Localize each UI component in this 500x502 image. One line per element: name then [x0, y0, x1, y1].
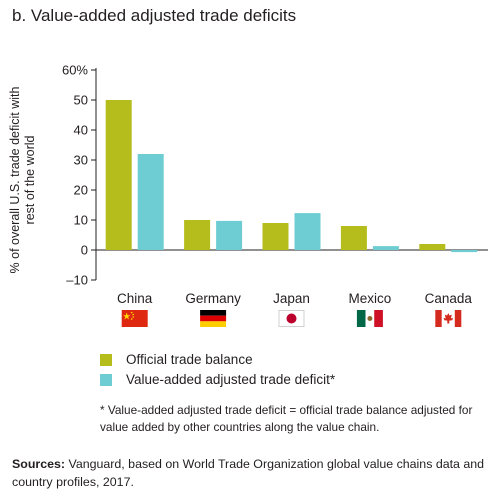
bar-mexico-official	[340, 226, 367, 250]
y-tick-label: 0	[81, 243, 88, 258]
y-tick-label: –10	[66, 273, 88, 288]
y-tick-label: 40	[74, 123, 88, 138]
legend-label-value-added: Value-added adjusted trade deficit*	[126, 372, 336, 387]
sources-text: Vanguard, based on World Trade Organizat…	[12, 457, 485, 489]
footnote: * Value-added adjusted trade deficit = o…	[100, 403, 473, 434]
legend-swatch-official	[100, 354, 112, 366]
x-tick-label: Mexico	[349, 291, 392, 306]
x-tick-label: Canada	[425, 291, 473, 306]
sources-label: Sources:	[12, 457, 66, 471]
y-tick-label: 50	[74, 93, 88, 108]
china-flag-icon	[121, 310, 148, 327]
bar-chart: –10 0 10 20 30 40 50 60% China Germany Japan Mexico…	[62, 63, 488, 327]
y-tick-label: 20	[74, 183, 88, 198]
bar-china-value-added	[137, 154, 164, 250]
bar-japan-value-added	[294, 213, 321, 250]
bar-japan-official	[262, 223, 289, 250]
sources: Sources: Vanguard, based on World Trade …	[12, 455, 492, 491]
bar-canada-official	[419, 244, 446, 250]
y-tick-label: 10	[74, 213, 88, 228]
bar-china-official	[105, 100, 132, 250]
y-tick-label: 60%	[62, 63, 88, 78]
bar-mexico-value-added	[372, 246, 399, 250]
germany-flag-icon	[200, 310, 227, 327]
x-tick-label: Japan	[273, 291, 310, 306]
japan-flag-icon	[278, 310, 305, 327]
y-tick-label: 30	[74, 153, 88, 168]
x-tick-label: Germany	[185, 291, 241, 306]
x-tick-label: China	[117, 291, 153, 306]
legend-swatch-value-added	[100, 374, 112, 386]
bar-germany-value-added	[216, 220, 243, 250]
legend-label-official: Official trade balance	[126, 352, 253, 367]
canada-flag-icon	[435, 310, 462, 327]
bar-germany-official	[184, 220, 211, 250]
chart-title: b. Value-added adjusted trade deficits	[12, 6, 297, 25]
bar-canada-value-added	[451, 250, 478, 253]
mexico-flag-icon	[356, 310, 383, 327]
